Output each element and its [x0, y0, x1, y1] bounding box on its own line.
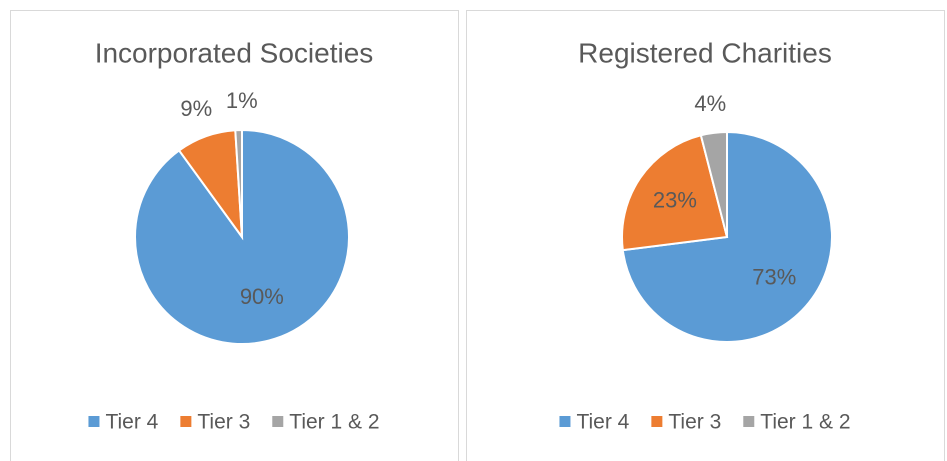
data-label: 4%: [694, 91, 726, 116]
chart-title: Incorporated Societies: [95, 37, 374, 68]
data-label: 1%: [226, 88, 258, 113]
legend-label: Tier 3: [197, 411, 250, 434]
legend-label: Tier 1 & 2: [289, 411, 379, 434]
pie-slice: [234, 128, 243, 238]
chart-title: Registered Charities: [578, 37, 832, 68]
pie-slice: [621, 134, 729, 252]
data-label: 9%: [180, 96, 212, 121]
legend-label: Tier 1 & 2: [760, 411, 850, 434]
legend-swatch: [743, 416, 755, 427]
legend-swatch: [559, 416, 571, 427]
legend-label: Tier 4: [576, 411, 629, 434]
panel: [466, 10, 945, 461]
data-label: 73%: [752, 264, 796, 289]
legend-label: Tier 3: [668, 411, 721, 434]
pie-slice: [699, 130, 728, 238]
legend-swatch: [272, 416, 284, 427]
legend-swatch: [88, 416, 100, 427]
panel: [10, 10, 459, 461]
legend-swatch: [180, 416, 192, 427]
data-label: 90%: [240, 284, 284, 309]
data-label: 23%: [653, 187, 697, 212]
pie-slice: [134, 128, 350, 345]
legend-swatch: [651, 416, 663, 427]
legend-label: Tier 4: [105, 411, 158, 434]
